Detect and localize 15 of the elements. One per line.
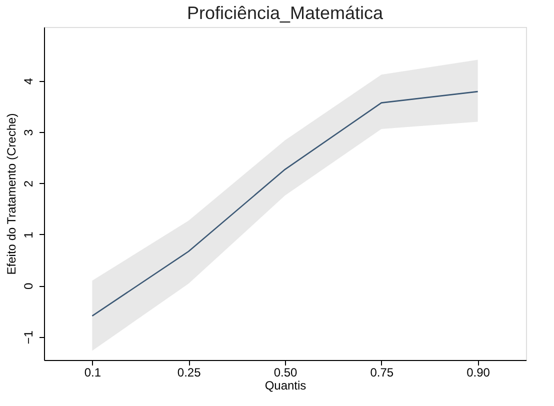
chart-title: Proficiência_Matemática <box>186 3 384 23</box>
y-tick-label: 0 <box>22 282 36 290</box>
x-tick-label: 0.25 <box>177 366 202 380</box>
y-tick-label: 3 <box>22 128 36 136</box>
x-tick-label: 0.90 <box>466 366 490 380</box>
y-tick-label: 4 <box>22 78 36 85</box>
line-series <box>92 90 478 317</box>
y-tick-label: 2 <box>22 180 36 188</box>
x-axis-title: Quantis <box>264 378 306 392</box>
y-tick-label: −1 <box>22 330 36 344</box>
x-tick-label: 0.50 <box>274 366 298 380</box>
x-tick-label: 0.1 <box>84 366 102 380</box>
y-tick-label: 1 <box>22 231 36 238</box>
y-axis-title: Efeito do Tratamento (Creche) <box>4 113 18 275</box>
x-tick-label: 0.75 <box>370 366 394 380</box>
